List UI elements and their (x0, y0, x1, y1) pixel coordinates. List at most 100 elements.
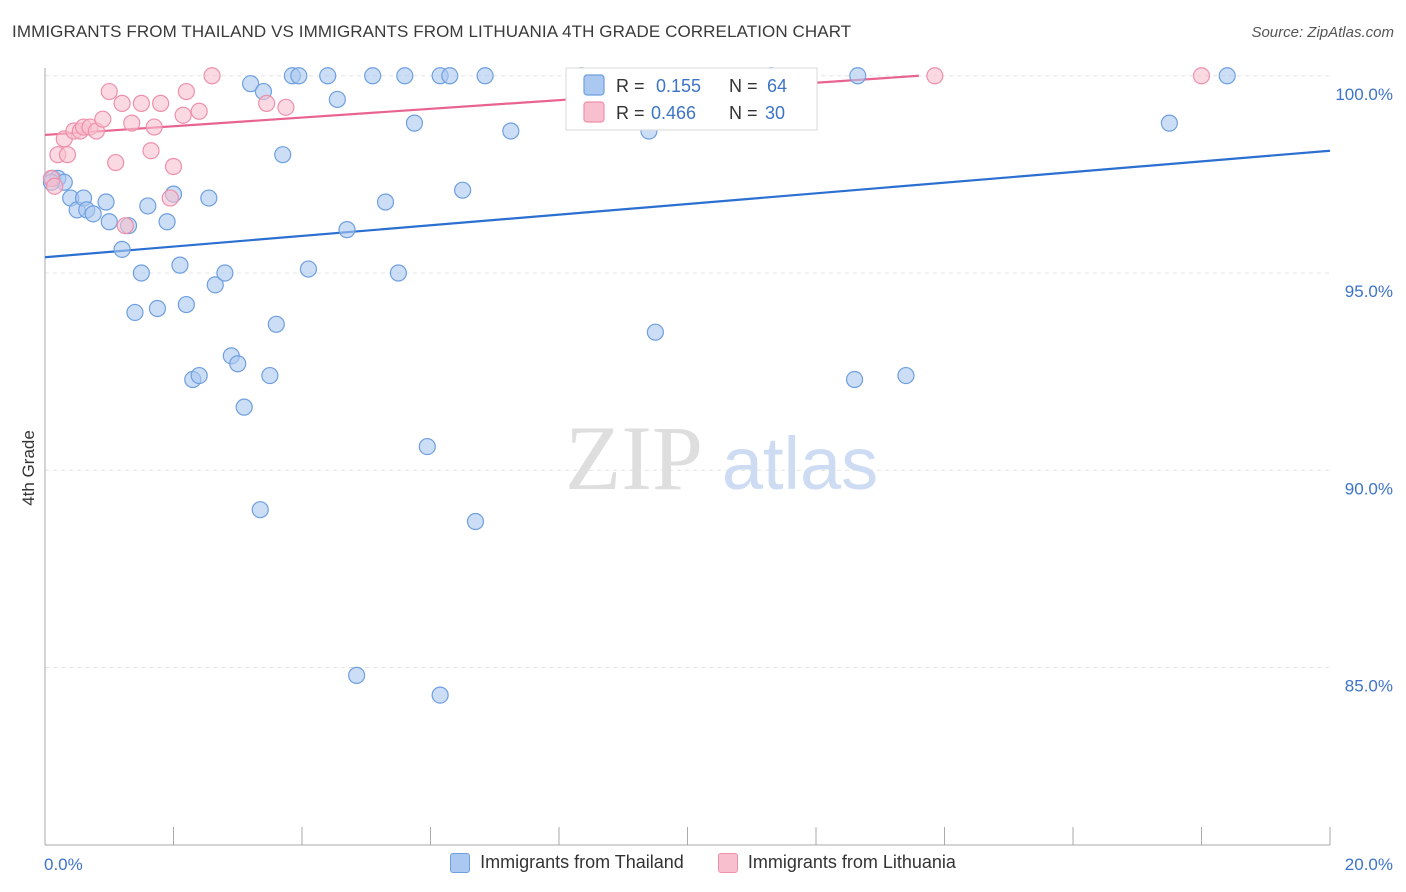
trend-line-thailand (44, 149, 1331, 259)
data-point-thailand (849, 67, 867, 85)
data-point-thailand (251, 501, 269, 519)
data-point-lithuania (107, 153, 125, 172)
data-point-thailand (158, 213, 176, 231)
data-point-lithuania (277, 98, 295, 116)
data-point-thailand (97, 193, 115, 211)
data-point-thailand (229, 355, 247, 373)
data-point-thailand (242, 75, 260, 93)
data-point-thailand (139, 197, 157, 215)
legend-r-label-lithuania: R = (616, 103, 645, 123)
data-point-lithuania (1192, 67, 1211, 85)
data-point-lithuania (113, 94, 131, 112)
data-point-thailand (148, 299, 167, 318)
data-point-lithuania (161, 189, 179, 207)
legend-item-lithuania: Immigrants from Lithuania (717, 852, 956, 873)
legend-swatch-thailand (583, 74, 605, 96)
data-point-thailand (454, 181, 472, 199)
legend-swatch-lithuania (583, 101, 605, 123)
data-point-thailand (113, 240, 131, 258)
legend-n-value-thailand: 64 (767, 76, 787, 96)
data-point-thailand (338, 221, 356, 239)
data-point-thailand (396, 67, 414, 85)
legend-swatch-thailand-bottom (450, 852, 471, 873)
legend-r-value-lithuania: 0.466 (651, 103, 696, 123)
tick-labels: 100.0% 95.0% 90.0% 85.0% 0.0% 20.0% (44, 85, 1393, 874)
data-point-thailand (431, 686, 449, 704)
legend-label-lithuania: Immigrants from Lithuania (747, 852, 956, 872)
data-point-thailand (216, 264, 234, 282)
data-point-thailand (235, 398, 253, 416)
legend-swatch-lithuania-bottom (717, 852, 738, 873)
data-point-lithuania (145, 118, 163, 136)
data-point-thailand (290, 67, 308, 85)
data-point-thailand (206, 276, 224, 294)
y-tick-label: 95.0% (1345, 282, 1393, 301)
data-point-thailand (132, 264, 150, 282)
data-point-lithuania (100, 82, 118, 101)
data-point-thailand (441, 67, 459, 85)
y-tick-label: 100.0% (1335, 85, 1393, 104)
data-point-lithuania (174, 106, 192, 124)
legend-label-thailand: Immigrants from Thailand (480, 852, 684, 872)
y-tick-label: 90.0% (1345, 479, 1393, 498)
data-point-lithuania (203, 67, 221, 85)
legend-n-label-thailand: N = (729, 76, 758, 96)
data-point-lithuania (258, 94, 276, 112)
data-point-thailand (364, 67, 382, 85)
data-point-thailand (1160, 114, 1178, 132)
data-point-thailand (319, 67, 337, 85)
data-point-thailand (171, 256, 189, 274)
data-point-thailand (200, 189, 218, 207)
data-point-thailand (376, 193, 395, 211)
watermark-zip: ZIP (565, 407, 703, 509)
axes (44, 68, 1331, 846)
data-point-lithuania (164, 157, 183, 176)
data-point-thailand (328, 90, 346, 109)
legend-n-label-lithuania: N = (729, 103, 758, 123)
data-point-thailand (389, 264, 407, 282)
data-point-thailand (267, 315, 285, 333)
stats-legend: R = 0.155 N = 64 R = 0.466 N = 30 (565, 67, 818, 131)
data-point-thailand (126, 303, 144, 322)
data-point-thailand (190, 366, 208, 385)
data-point-thailand (1218, 67, 1236, 85)
stats-legend-box (565, 67, 818, 131)
data-point-thailand (646, 323, 664, 341)
series-thailand (42, 67, 1236, 704)
data-point-lithuania (94, 110, 112, 128)
data-point-thailand (897, 366, 915, 385)
data-point-lithuania (926, 67, 944, 85)
data-point-thailand (502, 122, 520, 140)
legend-r-value-thailand: 0.155 (656, 76, 701, 96)
data-point-thailand (476, 67, 494, 85)
series-legend: Immigrants from Thailand Immigrants from… (0, 852, 1406, 873)
data-point-lithuania (177, 82, 195, 101)
data-point-lithuania (142, 142, 160, 160)
data-point-thailand (84, 205, 102, 223)
legend-item-thailand: Immigrants from Thailand (450, 852, 684, 873)
legend-n-value-lithuania: 30 (765, 103, 785, 123)
data-point-thailand (348, 666, 366, 684)
data-point-thailand (418, 437, 436, 456)
data-point-thailand (177, 295, 195, 314)
data-point-thailand (274, 146, 292, 164)
series-lithuania (42, 67, 1211, 235)
data-point-thailand (405, 114, 424, 132)
data-point-thailand (100, 213, 118, 231)
watermark: ZIP atlas (565, 407, 878, 509)
source-label: Source: ZipAtlas.com (1251, 24, 1394, 41)
data-point-lithuania (190, 102, 208, 120)
y-axis-label: 4th Grade (19, 430, 38, 506)
data-point-lithuania (58, 146, 77, 164)
watermark-atlas: atlas (722, 422, 878, 505)
data-point-lithuania (116, 217, 134, 235)
legend-r-label-thailand: R = (616, 76, 645, 96)
data-point-thailand (466, 512, 485, 531)
data-point-lithuania (152, 94, 170, 112)
data-point-thailand (261, 366, 279, 385)
data-point-lithuania (46, 177, 64, 195)
x-tick-label-min: 0.0% (44, 855, 83, 874)
y-tick-label: 85.0% (1345, 676, 1393, 695)
data-point-lithuania (123, 114, 141, 132)
